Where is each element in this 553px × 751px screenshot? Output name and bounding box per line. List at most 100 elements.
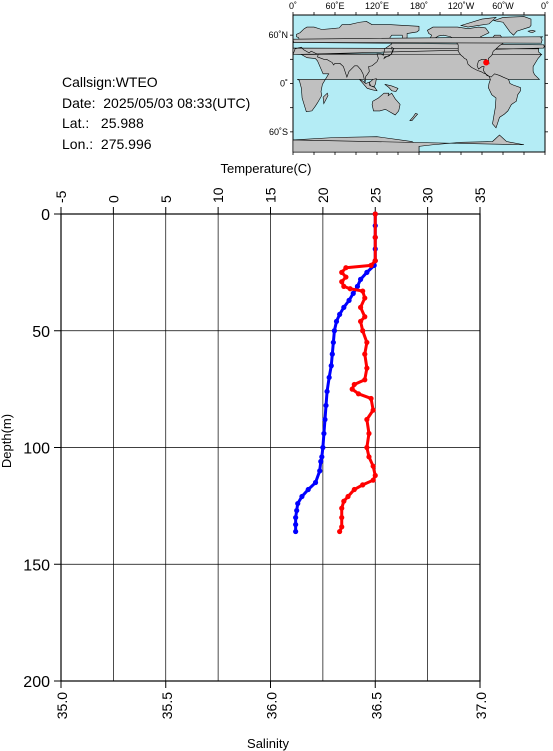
land-new-guinea [384,84,399,92]
grid-lines [60,213,481,682]
depth-axis: 0 50 100 150 200 [23,207,61,691]
depth-tick-label: 200 [23,674,50,691]
salinity-data-point [337,528,343,535]
temperature-data-point [321,430,327,437]
salinity-data-point [343,274,349,280]
land-antarctica-west [293,134,525,152]
salinity-axis: 35.0 35.5 36.0 36.5 37.0 [54,681,489,719]
salinity-data-point [364,444,370,451]
map-longitude-label: 60˚E [325,1,344,11]
salinity-data-point [357,304,364,310]
salinity-data-point [370,463,376,469]
salinity-data-point [360,288,366,294]
land-japan [383,46,395,60]
temperature-data-point [305,486,311,493]
salinity-data-point [339,279,345,285]
map-latitude-label: 60˚S [269,127,288,137]
salinity-tick-label: 35.0 [54,692,70,719]
temperature-data-point [326,374,332,381]
salinity-data-point [364,339,370,346]
temperature-data-point [331,328,337,334]
salinity-data-point [351,486,357,493]
salinity-data-point [351,381,357,388]
salinity-data-point [362,314,368,320]
salinity-data-point [370,407,376,413]
temperature-data-point [372,246,378,252]
temperature-data-point [354,283,361,289]
land-eurasia [293,21,545,83]
depth-tick-label: 150 [23,557,50,574]
plot-area [61,214,480,681]
land-south-america [487,73,521,129]
temperature-data-point [337,311,343,318]
salinity-data-point [345,493,351,500]
salinity-data-point [341,283,347,289]
salinity-axis-label: Salinity [247,736,289,751]
salinity-data-point [366,454,372,460]
salinity-data-point [339,505,345,511]
station-info: Callsign:WTEO Date: 2025/05/03 08:33(UTC… [62,72,250,154]
temperature-data-point [372,223,378,229]
temperature-data-point [328,363,334,369]
temperature-profile-line [294,214,377,532]
temperature-data-point [372,258,378,264]
salinity-data-point [372,234,378,240]
map-latitude-label: 0˚ [280,79,288,89]
map-land [293,16,545,152]
salinity-tick-label: 35.5 [159,692,175,719]
temperature-data-point [320,444,326,451]
temperature-data-point [329,351,335,357]
temperature-data-point [350,290,356,296]
temperature-data-point [330,339,336,346]
land-greenland [492,16,532,36]
salinity-data-point [360,482,366,488]
land-arctic-islands [459,17,497,28]
salinity-data-point [372,472,378,479]
salinity-data-point [355,391,362,397]
salinity-data-point [347,286,353,292]
depth-tick-label: 0 [41,207,50,224]
map-longitude-label: 60˚W [492,1,514,11]
salinity-data-point [360,328,366,334]
map-ticks [290,12,548,155]
land-madagascar [322,92,329,105]
salinity-data-point [349,386,355,392]
salinity-data-point [362,295,368,301]
temperature-data-point [319,454,325,460]
temperature-data-point [372,211,378,217]
depth-tick-label: 100 [23,441,50,458]
salinity-tick-label: 37.0 [473,692,489,719]
salinity-tick-label: 36.0 [264,692,280,719]
longitude-text: Lon.: 275.996 [62,135,152,152]
station-marker [483,59,490,66]
salinity-data-point [372,258,378,264]
salinity-data-point [372,211,378,217]
salinity-data-point [339,514,345,521]
land-australia [371,92,401,116]
temperature-data-point [293,521,299,528]
salinity-data-point [341,498,347,504]
callsign-text: Callsign:WTEO [62,74,158,90]
temperature-data-point [357,276,364,282]
temperature-data-point [372,234,378,240]
salinity-data-point [343,265,349,271]
temperature-data-point [364,269,370,275]
temperature-data-point [294,507,300,514]
temperature-data-point [322,416,328,423]
temperature-data-point [293,514,299,521]
salinity-data-point [362,377,368,383]
salinity-data-point [366,430,372,437]
profile-series [293,211,378,535]
map-longitude-labels: 0˚ 60˚E 120˚E 180˚ 120˚W 60˚W 0˚ [289,1,549,11]
salinity-data-point [362,351,368,357]
map-latitude-label: 60˚N [268,30,288,40]
temperature-data-point [324,388,330,395]
temperature-data-point [312,479,319,486]
map-longitude-label: 120˚E [365,1,389,11]
plot-frame [60,213,481,682]
temperature-data-point [341,304,347,310]
temperature-data-point [346,297,352,303]
temperature-data-point [317,468,323,474]
salinity-data-point [364,416,370,423]
map-longitude-label: 0˚ [541,1,549,11]
